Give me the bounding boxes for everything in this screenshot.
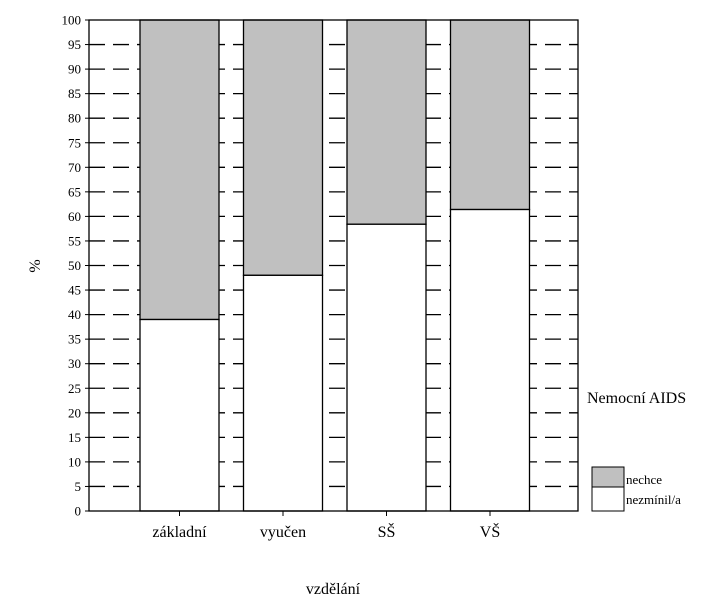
x-tick-label: základní — [152, 524, 207, 541]
bar-segment-nechce — [346, 19, 427, 225]
y-tick-label: 100 — [62, 13, 82, 28]
y-tick-label: 40 — [68, 307, 81, 322]
legend-label-nezminil: nezmínil/a — [626, 492, 681, 507]
y-tick-label: 55 — [68, 233, 81, 248]
x-tick-label: vyučen — [260, 524, 306, 541]
y-tick-label: 30 — [68, 356, 81, 371]
bar-segment-nechce — [449, 19, 531, 211]
y-tick-labels: 0 5 10 15 20 25 30 35 40 45 50 55 60 65 70 75 80 85 90 95 10… — [62, 13, 82, 519]
y-tick-label: 15 — [68, 430, 81, 445]
x-tick-labels: základní vyučen SŠ VŠ — [152, 522, 500, 541]
bar-segment-nechce — [242, 19, 324, 276]
y-tick-label: 95 — [68, 37, 81, 52]
y-tick-label: 5 — [75, 479, 82, 494]
y-axis-label: % — [27, 259, 44, 272]
y-tick-label: 90 — [68, 62, 81, 77]
bar-segment-nezminil — [449, 208, 531, 512]
bar-segment-nezminil — [139, 318, 220, 512]
y-tick-label: 85 — [68, 86, 81, 101]
y-tick-label: 35 — [68, 332, 81, 347]
bars — [139, 19, 531, 512]
bar-segment-nezminil — [242, 274, 324, 512]
x-axis-label: vzdělání — [306, 581, 361, 598]
x-tick-label: VŠ — [480, 522, 500, 541]
y-tick-label: 65 — [68, 184, 81, 199]
x-tick-label: SŠ — [378, 522, 396, 541]
y-tick-label: 45 — [68, 283, 81, 298]
y-tick-label: 0 — [75, 504, 82, 519]
y-tick-label: 70 — [68, 160, 81, 175]
plot-frame — [88, 19, 579, 512]
bar-segment-nezminil — [346, 223, 427, 512]
y-tick-label: 50 — [68, 258, 81, 273]
legend-label-nechce: nechce — [626, 472, 662, 487]
axes — [85, 19, 579, 516]
bar-segment-nechce — [139, 19, 220, 321]
y-tick-label: 10 — [68, 454, 81, 469]
y-tick-label: 80 — [68, 111, 81, 126]
legend-swatch-nezminil — [591, 486, 625, 512]
legend: Nemocní AIDS nechce nezmínil/a — [587, 390, 686, 512]
y-tick-label: 60 — [68, 209, 81, 224]
legend-title: Nemocní AIDS — [587, 390, 686, 407]
y-tick-label: 75 — [68, 135, 81, 150]
y-tick-label: 20 — [68, 405, 81, 420]
y-tick-label: 25 — [68, 381, 81, 396]
